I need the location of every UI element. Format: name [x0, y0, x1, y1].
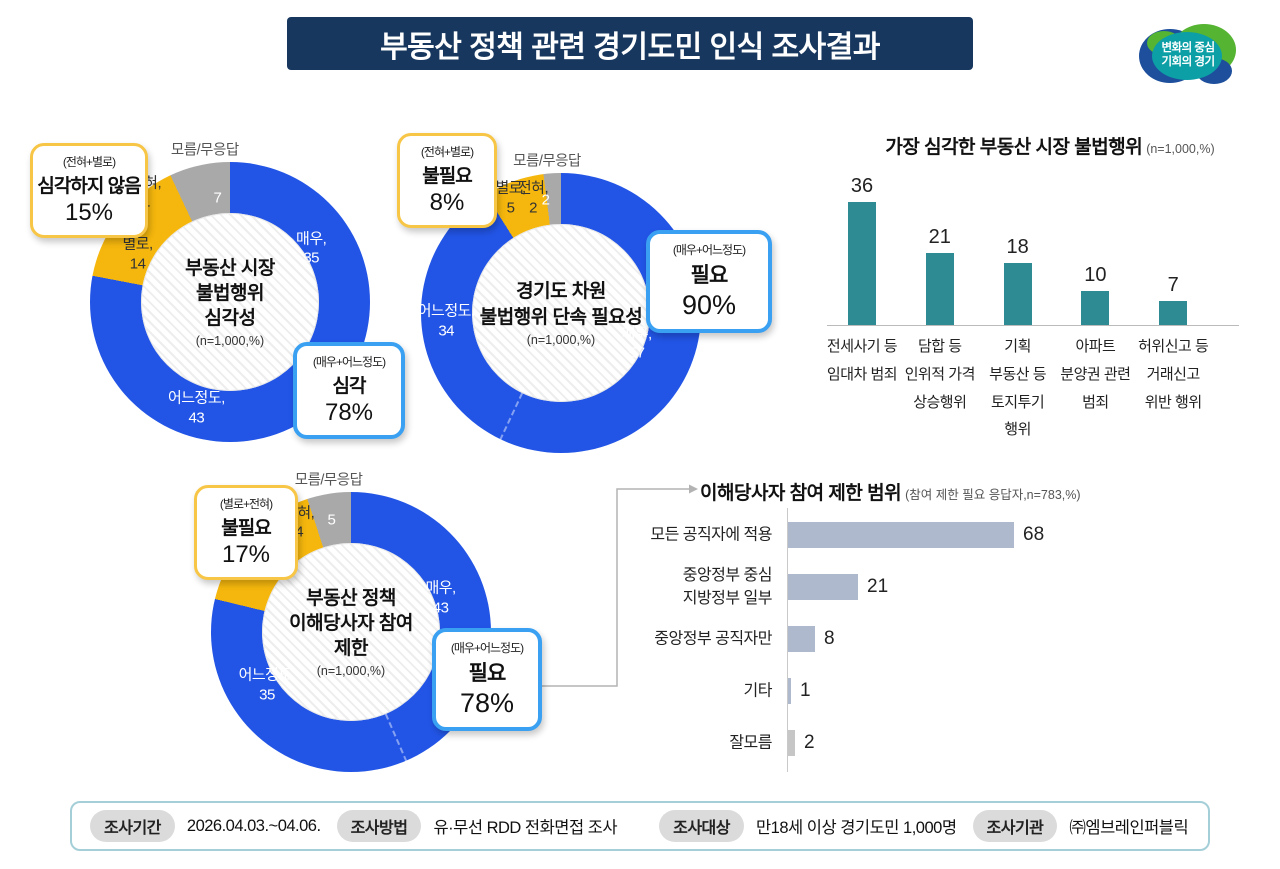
- bar-chart-restriction-scope: 이해당사자 참여 제한 범위 (참여 제한 필요 응답자,n=783,%) 모든 …: [620, 470, 1260, 790]
- bar-category-label: 잘모름: [729, 734, 772, 752]
- donut-segment-label: 어느정도, 43: [167, 389, 225, 427]
- donut-center-title: 부동산 시장 불법행위 심각성: [185, 257, 275, 330]
- bar-category-label: 기타: [743, 682, 773, 700]
- survey-target-group: 조사대상 만18세 이상 경기도민 1,000명: [659, 810, 957, 842]
- donut-segment-label: 별로, 5: [495, 179, 526, 217]
- donut-center: 경기도 차원 불법행위 단속 필요성 (n=1,000,%): [472, 224, 650, 402]
- donut-segment-label: 2: [541, 190, 550, 208]
- survey-agency-group: 조사기관 ㈜엠브레인퍼블릭: [972, 810, 1189, 842]
- donut-segment-label: 어느정도, 35: [238, 666, 296, 704]
- bar-category-label: 전세사기 등 임대차 범죄: [826, 338, 898, 383]
- bar-category-label: 아파트 분양권 관련 범죄: [1060, 338, 1131, 411]
- callout-serious: (매우+어느정도) 심각 78%: [293, 342, 405, 439]
- vertical-bar: [1159, 301, 1188, 325]
- callout-not-serious: (전혀+별로) 심각하지 않음 15%: [30, 143, 148, 238]
- bar-value-label: 8: [824, 628, 835, 649]
- survey-agency-value: ㈜엠브레인퍼블릭: [1069, 819, 1189, 837]
- x-axis-line: [827, 325, 1239, 326]
- bar-value-label: 68: [1023, 524, 1045, 545]
- donut-segment-label: 5: [327, 511, 336, 529]
- donut-segment-label: 전혀, 2: [517, 179, 549, 217]
- bar-value-label: 10: [1084, 264, 1107, 286]
- survey-method-group: 조사방법 유·무선 RDD 전화면접 조사: [336, 810, 618, 842]
- horizontal-bar: [788, 678, 791, 704]
- survey-method-value: 유·무선 RDD 전화면접 조사: [433, 819, 618, 837]
- sample-size-label: (n=1,000,%): [316, 664, 386, 679]
- bar-value-label: 21: [928, 226, 951, 248]
- survey-target-value: 만18세 이상 경기도민 1,000명: [755, 819, 957, 837]
- gyeonggi-logo-text: 변화의 중심 기회의 경기: [1161, 41, 1215, 68]
- page-title-bar: 부동산 정책 관련 경기도민 인식 조사결과: [287, 17, 973, 70]
- callout-necessary: (매우+어느정도) 필요 90%: [646, 230, 772, 333]
- bar-value-label: 36: [850, 175, 874, 197]
- vertical-bar: [848, 202, 876, 325]
- bar-category-label: 허위신고 등 거래신고 위반 행위: [1138, 338, 1209, 411]
- survey-target-badge: 조사대상: [659, 810, 744, 842]
- bar-value-label: 2: [804, 732, 815, 753]
- callout-unnecessary: (전혀+별로) 불필요 8%: [397, 133, 497, 228]
- bar-value-label: 7: [1167, 274, 1179, 296]
- page-title: 부동산 정책 관련 경기도민 인식 조사결과: [380, 30, 880, 64]
- survey-method-badge: 조사방법: [336, 810, 422, 842]
- survey-info-footer: 조사기간 2026.04.03.~04.06. 조사방법 유·무선 RDD 전화…: [70, 801, 1210, 851]
- donut-segment-label: 매우, 35: [296, 230, 327, 267]
- horizontal-bar: [788, 626, 815, 652]
- survey-period-value: 2026.04.03.~04.06.: [186, 816, 321, 835]
- vertical-bar: [1003, 263, 1032, 325]
- survey-period-badge: 조사기간: [90, 810, 175, 842]
- bar-value-label: 1: [800, 680, 811, 701]
- bar-category-label: 중앙정부 중심 지방정부 일부: [682, 566, 773, 607]
- horizontal-bar: [788, 730, 795, 756]
- callout-restriction-necessary: (매우+어느정도) 필요 78%: [432, 628, 542, 731]
- donut-segment-label: 매우, 43: [425, 579, 456, 617]
- bar-value-label: 21: [867, 576, 889, 597]
- bar-category-label: 중앙정부 공직자만: [654, 630, 772, 648]
- y-axis-line: [787, 508, 788, 772]
- vertical-bar: [925, 253, 954, 325]
- donut-outside-label: 모름/무응답: [170, 142, 239, 159]
- donut-center: 부동산 시장 불법행위 심각성 (n=1,000,%): [141, 213, 319, 391]
- sample-size-label: (n=1,000,%): [526, 332, 596, 347]
- callout-restriction-unnecessary: (별로+전혀) 불필요 17%: [194, 485, 298, 580]
- donut-outside-label: 모름/무응답: [513, 153, 581, 170]
- vertical-bar: [1081, 291, 1110, 325]
- sample-size-label: (n=1,000,%): [195, 334, 265, 349]
- chart-title: 이해당사자 참여 제한 범위 (참여 제한 필요 응답자,n=783,%): [700, 483, 1081, 504]
- donut-segment-label: 별로, 14: [122, 235, 153, 273]
- gyeonggi-logo: 변화의 중심 기회의 경기: [1138, 20, 1238, 90]
- donut-segment-label: 어느정도, 34: [417, 302, 475, 340]
- horizontal-bar: [788, 574, 858, 600]
- donut-center-title: 경기도 차원 불법행위 단속 필요성: [479, 281, 643, 328]
- donut-segment-label: 7: [213, 189, 222, 207]
- bar-category-label: 기획 부동산 등 토지투기 행위: [989, 338, 1047, 439]
- donut-segment-label: 매우, 57: [621, 325, 652, 362]
- chart-title: 가장 심각한 부동산 시장 불법행위 (n=1,000,%): [885, 137, 1215, 158]
- gyeonggi-logo-icon: [1139, 24, 1236, 84]
- survey-period-group: 조사기간 2026.04.03.~04.06.: [90, 810, 321, 842]
- survey-agency-badge: 조사기관: [972, 810, 1058, 842]
- bar-chart-most-serious-illegal-activity: 가장 심각한 부동산 시장 불법행위 (n=1,000,%) 36 전세사기 등 임대…: [815, 132, 1245, 467]
- bar-category-label: 담합 등 인위적 가격 상승행위: [904, 338, 976, 411]
- donut-center-title: 부동산 정책 이해당사자 참여 제한: [289, 587, 413, 660]
- bar-value-label: 18: [1006, 236, 1029, 258]
- donut-outside-label: 모름/무응답: [294, 472, 363, 489]
- bar-category-label: 모든 공직자에 적용: [650, 526, 772, 544]
- horizontal-bar: [788, 522, 1014, 548]
- connector-arrow: [533, 484, 698, 687]
